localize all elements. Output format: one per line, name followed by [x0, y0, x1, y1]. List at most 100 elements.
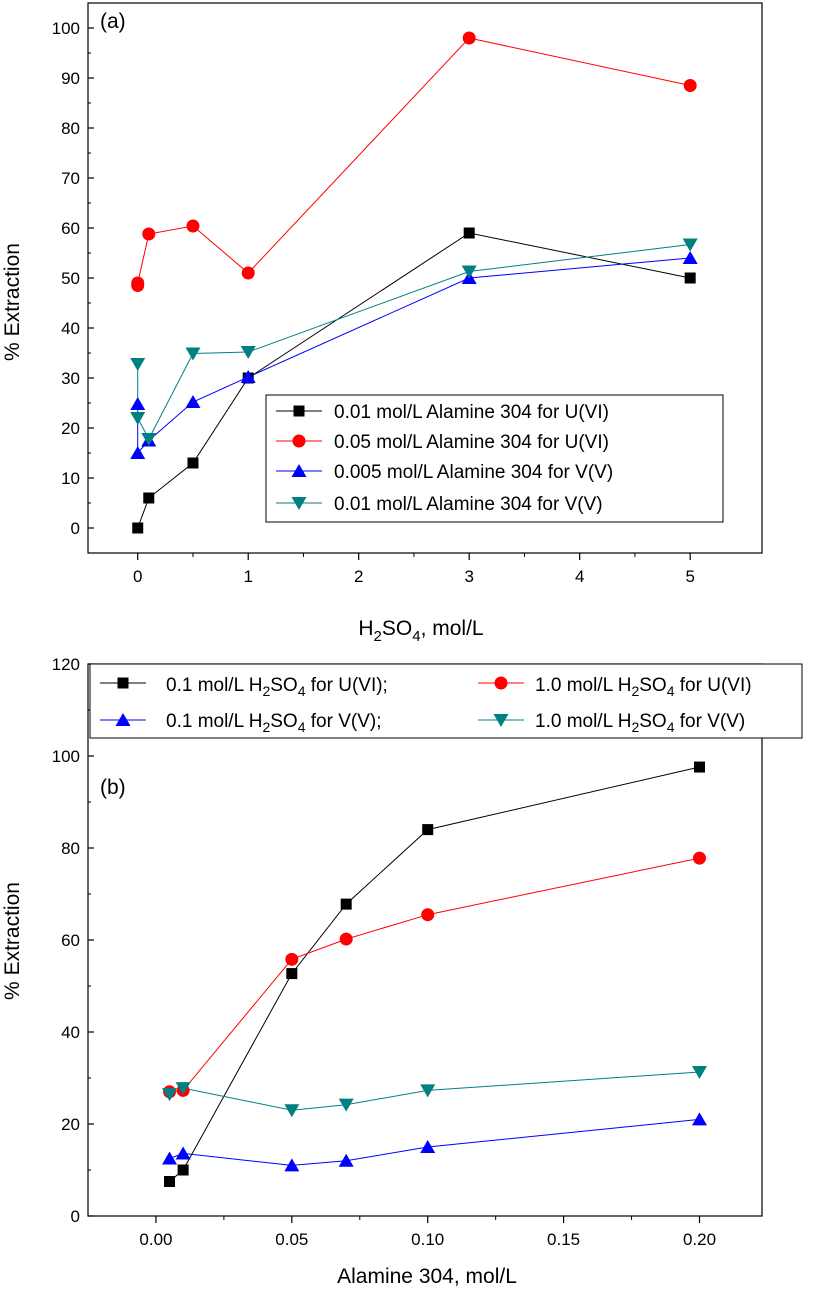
y-axis-label-b: % Extraction: [1, 882, 24, 1000]
legend-a-marker-1: [292, 434, 306, 448]
legend-b-label-0-mid: SO: [270, 675, 297, 696]
point-a-0-0: [132, 522, 144, 534]
y-tick-label-b-6: 120: [52, 655, 80, 674]
x-tick-label-b-2: 0.10: [411, 1230, 444, 1249]
point-b-1-5: [692, 851, 706, 865]
y-tick-label-b-0: 0: [71, 1207, 80, 1226]
x-tick-label-a-0: 0: [133, 567, 142, 586]
y-tick-label-a-3: 30: [61, 369, 80, 388]
legend-a-label-1: 0.05 mol/L Alamine 304 for U(VI): [334, 432, 609, 453]
point-a-1-5: [462, 31, 476, 45]
legend-a-marker-0: [293, 405, 305, 417]
legend-b-label-2-sub2: 4: [298, 719, 306, 735]
point-a-2-4: [240, 370, 256, 383]
point-a-3-5: [461, 265, 477, 279]
point-a-0-4: [463, 227, 475, 239]
panel-label-a: (a): [100, 10, 126, 33]
legend-b-label-3-mid: SO: [639, 711, 666, 732]
point-a-3-1: [130, 412, 146, 425]
x-axis-label-a-sub1: 2: [374, 628, 382, 645]
series-line-b-0: [169, 766, 700, 1182]
legend-b-label-3: 1.0 mol/L H2SO4 for V(V): [535, 711, 745, 735]
point-b-2-2: [284, 1158, 300, 1172]
point-a-1-4: [241, 266, 255, 280]
series-lines-b: [169, 766, 700, 1182]
y-tick-label-a-10: 100: [52, 19, 80, 38]
legend-b-label-3-post: for V(V): [675, 711, 746, 732]
legend-b: 0.1 mol/L H2SO4 for U(VI); 1.0 mol/L H2S…: [89, 663, 803, 739]
point-b-3-0: [162, 1088, 178, 1102]
y-tick-label-a-8: 80: [61, 119, 80, 138]
x-tick-label-a-1: 1: [243, 567, 252, 586]
legend-a-marker-2: [291, 464, 307, 477]
panel-label-b: (b): [100, 776, 126, 799]
legend-a-box: [265, 394, 724, 523]
y-tick-label-b-2: 40: [61, 1023, 80, 1042]
x-tick-label-b-0: 0.00: [139, 1230, 172, 1249]
x-tick-label-b-3: 0.15: [547, 1230, 580, 1249]
legend-b-label-1-sub1: 2: [631, 683, 639, 699]
point-a-0-1: [143, 492, 155, 504]
point-a-3-6: [682, 238, 698, 252]
x-axis-label-a-so: SO: [382, 617, 412, 640]
y-axis-label-a: % Extraction: [1, 243, 24, 361]
point-b-3-4: [420, 1084, 436, 1098]
legend-a-marker-3: [291, 497, 307, 510]
x-axis-label-a-h: H: [358, 617, 373, 640]
legend-b-label-2: 0.1 mol/L H2SO4 for V(V);: [166, 711, 382, 735]
y-tick-label-a-1: 10: [61, 469, 80, 488]
legend-b-label-1-pre: 1.0 mol/L H: [535, 675, 631, 696]
point-b-1-2: [285, 952, 299, 966]
legend-b-label-2-mid: SO: [270, 711, 297, 732]
legend-b-label-0-sub2: 4: [298, 683, 306, 699]
legend-b-box: [89, 663, 803, 739]
legend-b-label-3-pre: 1.0 mol/L H: [535, 711, 631, 732]
legend-b-label-3-sub2: 4: [667, 719, 675, 735]
legend-b-label-2-sub1: 2: [262, 719, 270, 735]
point-b-0-4: [422, 824, 434, 836]
y-tick-label-b-3: 60: [61, 931, 80, 950]
x-tick-label-a-3: 3: [464, 567, 473, 586]
point-a-1-6: [683, 79, 697, 92]
x-axis-label-a-sub2: 4: [412, 628, 420, 645]
legend-b-marker-1: [494, 676, 508, 690]
legend-b-label-3-sub1: 2: [631, 719, 639, 735]
y-tick-label-a-6: 60: [61, 219, 80, 238]
point-b-0-1: [177, 1164, 189, 1176]
series-line-b-2: [169, 1118, 700, 1166]
legend-b-label-0-sub1: 2: [262, 683, 270, 699]
point-a-1-3: [186, 219, 200, 233]
legend-b-marker-0: [117, 677, 129, 689]
legend-b-label-1: 1.0 mol/L H2SO4 for U(VI): [535, 675, 752, 699]
legend-b-marker-2: [115, 713, 131, 726]
point-a-0-2: [187, 457, 199, 469]
point-b-3-1: [175, 1082, 191, 1096]
point-a-1-2: [142, 227, 156, 241]
point-a-0-5: [684, 272, 696, 284]
point-a-3-4: [240, 346, 256, 359]
legend-b-label-2-pre: 0.1 mol/L H: [166, 711, 262, 732]
y-tick-label-a-9: 90: [61, 69, 80, 88]
series-line-b-3: [169, 1071, 700, 1111]
point-a-2-1: [130, 446, 146, 459]
point-b-3-2: [284, 1104, 300, 1118]
x-tick-label-a-4: 4: [575, 567, 584, 586]
x-axis-label-b: Alamine 304, mol/L: [337, 1265, 517, 1288]
series-line-a-1: [137, 37, 691, 286]
legend-b-label-0-pre: 0.1 mol/L H: [166, 675, 262, 696]
legend-a: 0.01 mol/L Alamine 304 for U(VI) 0.05 mo…: [265, 394, 724, 523]
x-axis-label-a-tail: , mol/L: [421, 617, 484, 640]
x-axis-label-a: H2SO4, mol/L: [358, 617, 483, 645]
point-b-2-3: [338, 1153, 354, 1167]
point-b-0-2: [286, 968, 298, 980]
axis-ticks-b: 0 20 40 60 80 100 120 0.00 0.05 0.10 0.15 0.20: [52, 655, 716, 1249]
series-line-b-1: [169, 857, 700, 1093]
point-a-3-3: [185, 347, 201, 361]
legend-b-label-0-post: for U(VI);: [306, 675, 388, 696]
point-b-2-1: [175, 1146, 191, 1160]
point-b-2-4: [420, 1140, 436, 1153]
series-markers-b: [162, 761, 707, 1187]
point-b-0-5: [693, 761, 705, 773]
legend-b-label-1-mid: SO: [639, 675, 666, 696]
